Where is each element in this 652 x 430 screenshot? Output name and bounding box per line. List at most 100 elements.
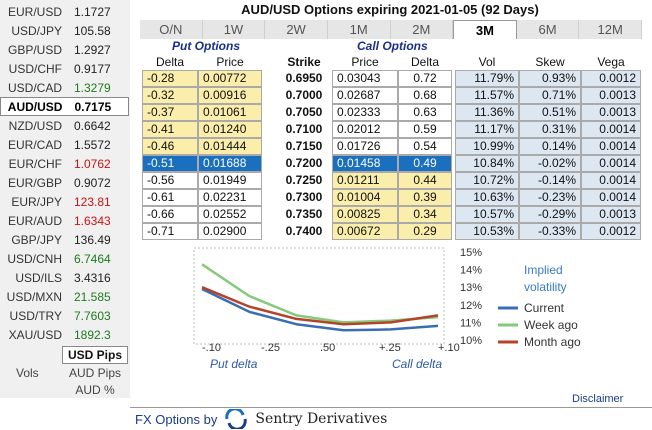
put-delta-cell[interactable]: -0.41 <box>142 121 198 138</box>
vols-option[interactable]: Vols <box>16 366 39 380</box>
vol-cell[interactable]: 11.17% <box>455 121 519 138</box>
put-price-cell[interactable]: 0.02231 <box>198 189 262 206</box>
pair-row-aud-usd[interactable]: AUD/USD 0.7175 <box>0 97 129 116</box>
put-price-cell[interactable]: 0.01240 <box>198 121 262 138</box>
put-price-cell[interactable]: 0.00916 <box>198 87 262 104</box>
skew-cell[interactable]: 0.31% <box>519 121 581 138</box>
skew-cell[interactable]: -0.33% <box>519 223 581 240</box>
tab-12m[interactable]: 12M <box>579 20 642 39</box>
tab-3m[interactable]: 3M <box>453 20 517 39</box>
put-delta-cell[interactable]: -0.51 <box>142 155 198 172</box>
call-delta-cell[interactable]: 0.34 <box>398 206 452 223</box>
skew-cell[interactable]: 0.71% <box>519 87 581 104</box>
call-price-cell[interactable]: 0.01726 <box>332 138 398 155</box>
call-delta-cell[interactable]: 0.68 <box>398 87 452 104</box>
vega-cell[interactable]: 0.0014 <box>581 121 641 138</box>
vol-cell[interactable]: 10.99% <box>455 138 519 155</box>
put-delta-cell[interactable]: -0.61 <box>142 189 198 206</box>
tab-on[interactable]: O/N <box>140 20 203 39</box>
skew-cell[interactable]: -0.23% <box>519 189 581 206</box>
call-delta-cell[interactable]: 0.39 <box>398 189 452 206</box>
pair-row-eur-jpy[interactable]: EUR/JPY 123.81 <box>0 192 130 211</box>
skew-cell[interactable]: -0.14% <box>519 172 581 189</box>
put-price-cell[interactable]: 0.01949 <box>198 172 262 189</box>
vega-cell[interactable]: 0.0014 <box>581 172 641 189</box>
pair-row-usd-cnh[interactable]: USD/CNH 6.7464 <box>0 249 130 268</box>
call-delta-cell[interactable]: 0.72 <box>398 70 452 87</box>
pair-row-nzd-usd[interactable]: NZD/USD 0.6642 <box>0 116 130 135</box>
call-delta-cell[interactable]: 0.44 <box>398 172 452 189</box>
put-delta-cell[interactable]: -0.56 <box>142 172 198 189</box>
skew-cell[interactable]: -0.29% <box>519 206 581 223</box>
tab-2w[interactable]: 2W <box>265 20 328 39</box>
pair-row-usd-chf[interactable]: USD/CHF 0.9177 <box>0 59 130 78</box>
put-delta-cell[interactable]: -0.37 <box>142 104 198 121</box>
call-price-cell[interactable]: 0.01004 <box>332 189 398 206</box>
vol-cell[interactable]: 10.72% <box>455 172 519 189</box>
pair-row-gbp-usd[interactable]: GBP/USD 1.2927 <box>0 40 130 59</box>
call-delta-cell[interactable]: 0.29 <box>398 223 452 240</box>
pair-row-eur-cad[interactable]: EUR/CAD 1.5572 <box>0 135 130 154</box>
pair-row-xau-usd[interactable]: XAU/USD 1892.3 <box>0 325 130 344</box>
put-price-cell[interactable]: 0.01061 <box>198 104 262 121</box>
vega-cell[interactable]: 0.0014 <box>581 155 641 172</box>
put-delta-cell[interactable]: -0.32 <box>142 87 198 104</box>
put-delta-cell[interactable]: -0.71 <box>142 223 198 240</box>
aud-percent-option[interactable]: AUD % <box>75 383 115 397</box>
pair-row-eur-aud[interactable]: EUR/AUD 1.6343 <box>0 211 130 230</box>
vol-cell[interactable]: 10.84% <box>455 155 519 172</box>
pair-row-eur-chf[interactable]: EUR/CHF 1.0762 <box>0 154 130 173</box>
pair-row-usd-jpy[interactable]: USD/JPY 105.58 <box>0 21 130 40</box>
put-price-cell[interactable]: 0.01444 <box>198 138 262 155</box>
vega-cell[interactable]: 0.0012 <box>581 223 641 240</box>
usd-pips-button[interactable]: USD Pips <box>62 346 128 364</box>
vega-cell[interactable]: 0.0013 <box>581 87 641 104</box>
pair-row-usd-cad[interactable]: USD/CAD 1.3279 <box>0 78 130 97</box>
call-price-cell[interactable]: 0.00672 <box>332 223 398 240</box>
vol-cell[interactable]: 10.57% <box>455 206 519 223</box>
vol-cell[interactable]: 10.63% <box>455 189 519 206</box>
disclaimer-link[interactable]: Disclaimer <box>572 393 624 405</box>
vol-cell[interactable]: 10.53% <box>455 223 519 240</box>
pair-row-eur-usd[interactable]: EUR/USD 1.1727 <box>0 2 130 21</box>
put-delta-cell[interactable]: -0.66 <box>142 206 198 223</box>
pair-row-usd-ils[interactable]: USD/ILS 3.4316 <box>0 268 130 287</box>
tab-6m[interactable]: 6M <box>516 20 580 39</box>
vega-cell[interactable]: 0.0014 <box>581 189 641 206</box>
tab-1w[interactable]: 1W <box>202 20 266 39</box>
put-price-cell[interactable]: 0.02552 <box>198 206 262 223</box>
call-price-cell[interactable]: 0.02687 <box>332 87 398 104</box>
vega-cell[interactable]: 0.0012 <box>581 70 641 87</box>
put-price-cell[interactable]: 0.00772 <box>198 70 262 87</box>
vol-cell[interactable]: 11.79% <box>455 70 519 87</box>
skew-cell[interactable]: -0.02% <box>519 155 581 172</box>
skew-cell[interactable]: 0.51% <box>519 104 581 121</box>
vega-cell[interactable]: 0.0013 <box>581 104 641 121</box>
call-delta-cell[interactable]: 0.63 <box>398 104 452 121</box>
call-price-cell[interactable]: 0.02333 <box>332 104 398 121</box>
put-price-cell[interactable]: 0.02900 <box>198 223 262 240</box>
call-price-cell[interactable]: 0.00825 <box>332 206 398 223</box>
call-price-cell[interactable]: 0.01458 <box>332 155 398 172</box>
call-price-cell[interactable]: 0.03043 <box>332 70 398 87</box>
call-delta-cell[interactable]: 0.54 <box>398 138 452 155</box>
skew-cell[interactable]: 0.14% <box>519 138 581 155</box>
call-delta-cell[interactable]: 0.59 <box>398 121 452 138</box>
skew-cell[interactable]: 0.93% <box>519 70 581 87</box>
vega-cell[interactable]: 0.0013 <box>581 206 641 223</box>
put-delta-cell[interactable]: -0.28 <box>142 70 198 87</box>
call-price-cell[interactable]: 0.01211 <box>332 172 398 189</box>
put-delta-cell[interactable]: -0.46 <box>142 138 198 155</box>
vol-cell[interactable]: 11.57% <box>455 87 519 104</box>
call-price-cell[interactable]: 0.02012 <box>332 121 398 138</box>
tab-2m[interactable]: 2M <box>390 20 454 39</box>
call-delta-cell[interactable]: 0.49 <box>398 155 452 172</box>
put-price-cell[interactable]: 0.01688 <box>198 155 262 172</box>
aud-pips-option[interactable]: AUD Pips <box>68 366 121 380</box>
pair-row-usd-mxn[interactable]: USD/MXN 21.585 <box>0 287 130 306</box>
tab-1m[interactable]: 1M <box>327 20 391 39</box>
vol-cell[interactable]: 11.36% <box>455 104 519 121</box>
pair-row-usd-try[interactable]: USD/TRY 7.7603 <box>0 306 130 325</box>
pair-row-gbp-jpy[interactable]: GBP/JPY 136.49 <box>0 230 130 249</box>
pair-row-eur-gbp[interactable]: EUR/GBP 0.9072 <box>0 173 130 192</box>
